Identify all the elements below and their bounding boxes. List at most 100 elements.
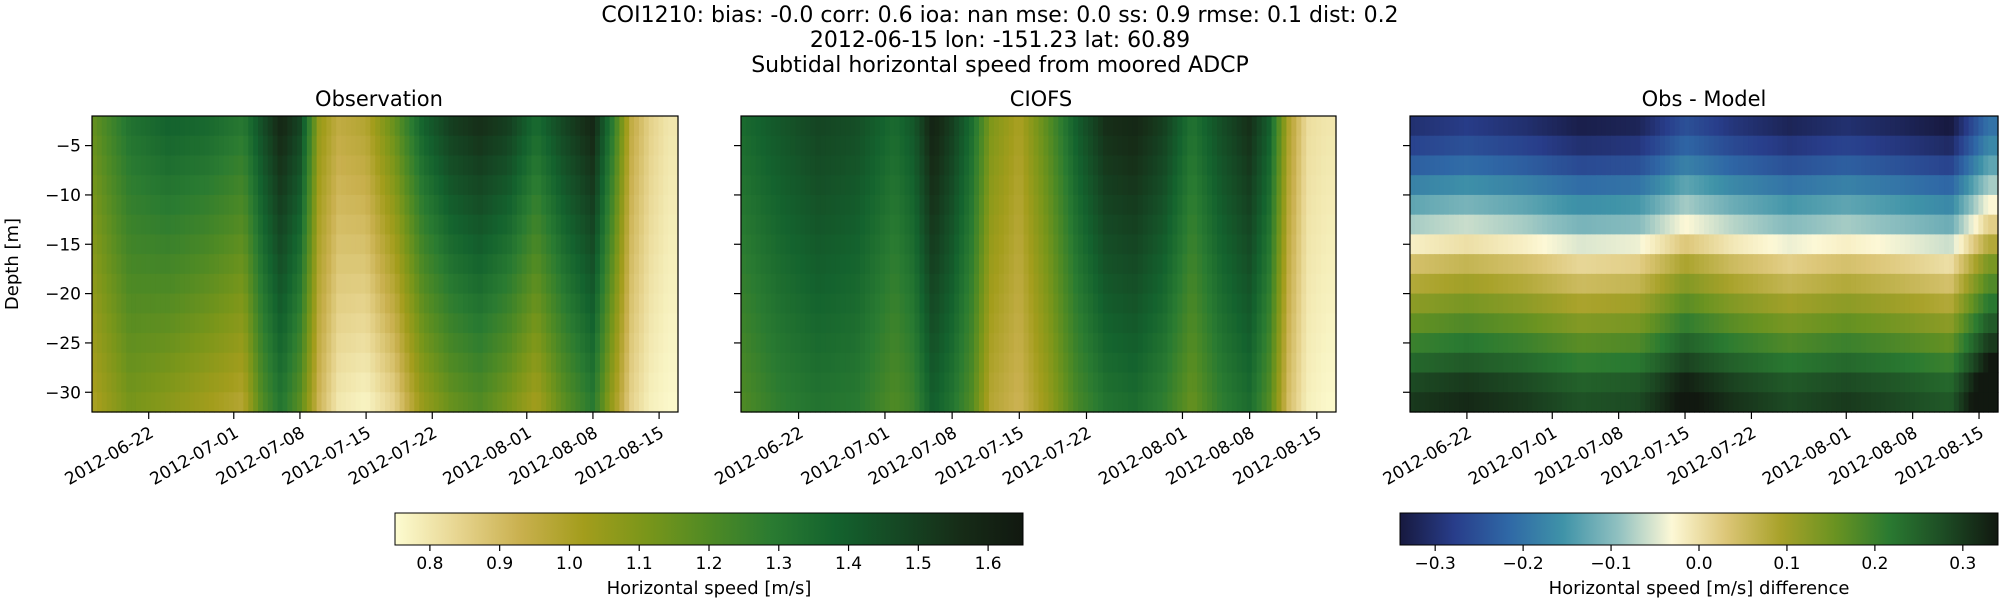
heatmap-cell xyxy=(599,352,606,374)
heatmap-cell xyxy=(1890,155,1896,176)
heatmap-cell xyxy=(629,313,635,334)
heatmap-cell xyxy=(536,175,542,196)
heatmap-cell xyxy=(1112,116,1119,137)
heatmap-cell xyxy=(944,194,950,216)
heatmap-cell xyxy=(599,155,606,176)
heatmap-cell xyxy=(331,254,337,275)
heatmap-cell xyxy=(1321,333,1327,354)
heatmap-cell xyxy=(370,392,376,413)
heatmap-cell xyxy=(1625,293,1632,314)
heatmap-cell xyxy=(541,372,547,393)
heatmap-cell xyxy=(1836,175,1842,196)
heatmap-cell xyxy=(1615,293,1622,314)
heatmap-cell xyxy=(482,254,489,275)
heatmap-cell xyxy=(775,392,782,413)
heatmap-cell xyxy=(165,234,171,255)
heatmap-cell xyxy=(1083,234,1089,255)
heatmap-cell xyxy=(1306,313,1312,334)
heatmap-cell xyxy=(750,333,757,354)
heatmap-cell xyxy=(673,313,679,334)
heatmap-cell xyxy=(443,254,450,275)
heatmap-cell xyxy=(1271,333,1278,354)
heatmap-cell xyxy=(1591,234,1597,255)
heatmap-cell xyxy=(541,116,547,137)
heatmap-cell xyxy=(629,116,635,137)
heatmap-cell xyxy=(404,194,411,216)
heatmap-cell xyxy=(1802,175,1808,196)
heatmap-cell xyxy=(1904,254,1911,275)
heatmap-cell xyxy=(292,273,298,295)
heatmap-cell xyxy=(1088,116,1094,137)
heatmap-cell xyxy=(272,116,279,137)
heatmap-cell xyxy=(954,313,960,334)
heatmap-cell xyxy=(438,234,445,255)
heatmap-cell xyxy=(760,194,767,216)
heatmap-cell xyxy=(850,293,856,314)
heatmap-cell xyxy=(409,293,415,314)
heatmap-cell xyxy=(634,234,640,255)
heatmap-cell xyxy=(860,392,866,413)
heatmap-cell xyxy=(1885,175,1891,196)
heatmap-cell xyxy=(924,254,931,275)
heatmap-cell xyxy=(1875,155,1881,176)
heatmap-cell xyxy=(1983,214,1989,235)
heatmap-cell xyxy=(1326,333,1332,354)
heatmap-cell xyxy=(1512,135,1519,157)
heatmap-cell xyxy=(643,352,650,374)
heatmap-cell xyxy=(585,155,591,176)
heatmap-cell xyxy=(1880,175,1886,196)
heatmap-cell xyxy=(433,194,440,216)
heatmap-cell xyxy=(1659,155,1666,176)
heatmap-cell xyxy=(336,313,342,334)
heatmap-cell xyxy=(438,116,445,137)
heatmap-cell xyxy=(1797,254,1803,275)
heatmap-cell xyxy=(1615,135,1622,157)
heatmap-cell xyxy=(1147,372,1154,393)
heatmap-cell xyxy=(1792,313,1798,334)
heatmap-cell xyxy=(160,333,166,354)
heatmap-cell xyxy=(1221,254,1228,275)
heatmap-cell xyxy=(1296,313,1302,334)
heatmap-cell xyxy=(135,273,142,295)
heatmap-cell xyxy=(1650,194,1656,216)
heatmap-cell xyxy=(243,175,249,196)
heatmap-cell xyxy=(536,293,542,314)
heatmap-cell xyxy=(438,254,445,275)
heatmap-cell xyxy=(1581,313,1587,334)
heatmap-cell xyxy=(894,352,901,374)
heatmap-cell xyxy=(1246,214,1253,235)
heatmap-cell xyxy=(184,135,191,157)
heatmap-cell xyxy=(116,116,122,137)
heatmap-cell xyxy=(750,175,757,196)
heatmap-cell xyxy=(585,175,591,196)
heatmap-cell xyxy=(1566,254,1573,275)
heatmap-cell xyxy=(1782,214,1788,235)
heatmap-cell xyxy=(924,234,931,255)
heatmap-cell xyxy=(521,352,528,374)
heatmap-cell xyxy=(453,175,459,196)
heatmap-cell xyxy=(1640,313,1646,334)
heatmap-cell xyxy=(243,333,249,354)
heatmap-cell xyxy=(845,333,851,354)
heatmap-cell xyxy=(1311,273,1317,295)
heatmap-cell xyxy=(1552,116,1558,137)
heatmap-cell xyxy=(238,155,244,176)
heatmap-cell xyxy=(1276,135,1283,157)
heatmap-cell xyxy=(648,194,655,216)
heatmap-cell xyxy=(140,254,147,275)
heatmap-cell xyxy=(1439,214,1445,235)
heatmap-cell xyxy=(355,293,362,314)
heatmap-cell xyxy=(629,392,635,413)
heatmap-cell xyxy=(1968,116,1975,137)
heatmap-cell xyxy=(879,234,886,255)
heatmap-cell xyxy=(1890,273,1896,295)
heatmap-cell xyxy=(1078,313,1084,334)
heatmap-cell xyxy=(365,333,371,354)
heatmap-cell xyxy=(194,372,201,393)
heatmap-cell xyxy=(404,352,411,374)
heatmap-cell xyxy=(394,234,401,255)
heatmap-cell xyxy=(1291,135,1297,157)
heatmap-cell xyxy=(116,135,122,157)
heatmap-cell xyxy=(492,254,498,275)
heatmap-cell xyxy=(223,352,230,374)
